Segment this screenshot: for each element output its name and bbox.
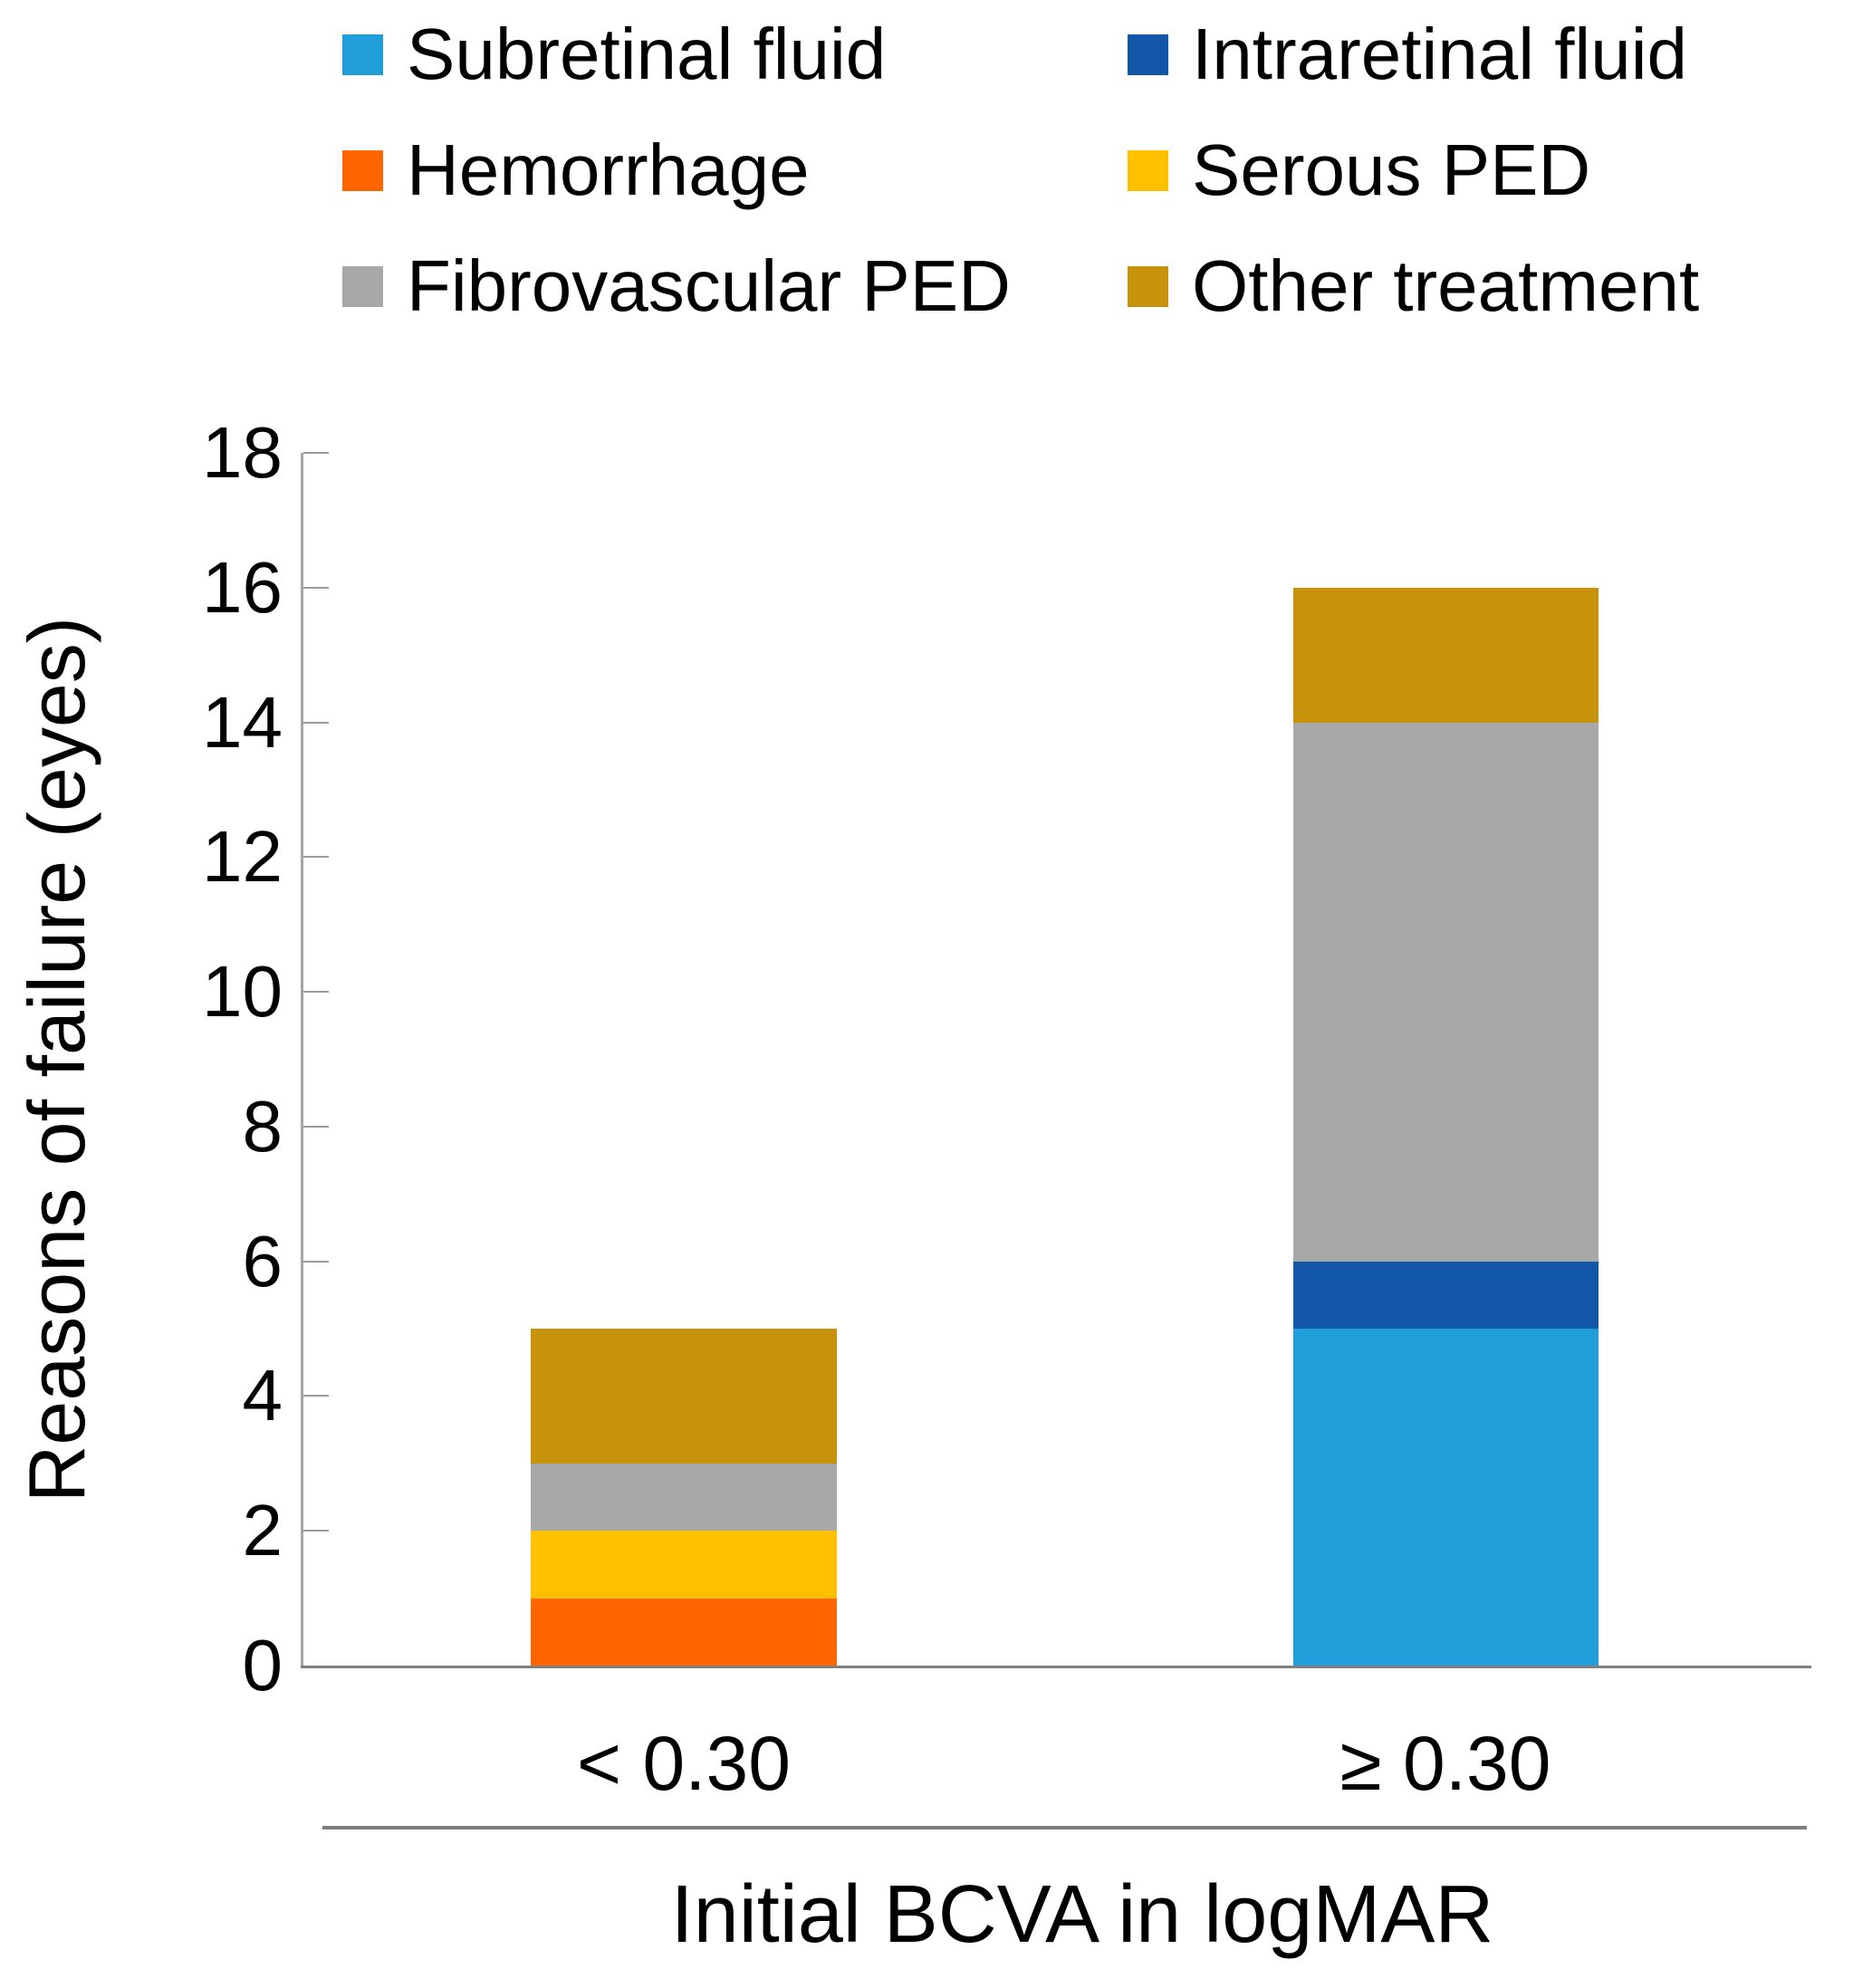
bar-segment: [531, 1463, 837, 1532]
y-tick-label: 14: [202, 681, 283, 763]
legend-label: Intraretinal fluid: [1192, 14, 1687, 94]
legend-item-fibrovascular-ped: Fibrovascular PED: [342, 244, 1128, 329]
legend-item-other-treatment: Other treatment: [1128, 244, 1699, 329]
legend-label: Subretinal fluid: [407, 14, 887, 94]
y-tick-label: 18: [202, 412, 283, 493]
legend-label: Hemorrhage: [407, 130, 810, 210]
y-tick-label: 0: [242, 1625, 283, 1705]
x-axis-title: Initial BCVA in logMAR: [670, 1869, 1494, 1960]
bar-segment: [1293, 1329, 1599, 1666]
y-tick-mark: [303, 1125, 329, 1128]
bar-segment: [1293, 587, 1599, 723]
y-tick-mark: [303, 452, 329, 454]
bar-segment: [1293, 722, 1599, 1262]
y-axis-title: Reasons of failure (eyes): [12, 616, 101, 1503]
y-tick-label: 4: [242, 1355, 283, 1436]
legend-swatch-intraretinal-fluid-icon: [1128, 34, 1168, 75]
bar-segment: [1293, 1261, 1599, 1330]
legend-swatch-other-treatment-icon: [1128, 265, 1168, 307]
y-tick-mark: [303, 1260, 329, 1263]
legend-swatch-hemorrhage-icon: [342, 149, 383, 191]
y-tick-mark: [303, 991, 329, 994]
legend-item-serous-ped: Serous PED: [1128, 128, 1699, 213]
legend-label: Other treatment: [1192, 245, 1700, 326]
y-tick-mark: [303, 1530, 329, 1532]
legend-label: Serous PED: [1192, 130, 1591, 210]
y-tick-label: 2: [242, 1490, 283, 1571]
legend-swatch-serous-ped-icon: [1128, 149, 1168, 191]
y-axis-line: [301, 453, 303, 1668]
y-tick-mark: [303, 856, 329, 859]
y-tick-label: 10: [202, 951, 283, 1032]
legend-item-subretinal-fluid: Subretinal fluid: [342, 12, 1128, 97]
y-tick-label: 6: [242, 1220, 283, 1301]
bar-segment: [531, 1531, 837, 1599]
legend-swatch-fibrovascular-ped-icon: [342, 265, 383, 307]
x-axis-line: [301, 1666, 1811, 1668]
legend-item-intraretinal-fluid: Intraretinal fluid: [1128, 12, 1699, 97]
bar-segment: [531, 1329, 837, 1464]
legend: Subretinal fluid Intraretinal fluid Hemo…: [342, 12, 1699, 329]
y-tick-label: 16: [202, 546, 283, 628]
bar-segment: [531, 1598, 837, 1666]
y-tick-mark: [303, 586, 329, 589]
legend-label: Fibrovascular PED: [407, 245, 1011, 326]
legend-item-hemorrhage: Hemorrhage: [342, 128, 1128, 213]
category-label-ge-030: ≥ 0.30: [1339, 1721, 1551, 1806]
y-tick-mark: [303, 1395, 329, 1397]
y-tick-mark: [303, 721, 329, 724]
category-label-lt-030: < 0.30: [577, 1721, 791, 1806]
y-tick-label: 12: [202, 816, 283, 898]
legend-swatch-subretinal-fluid-icon: [342, 34, 383, 75]
x-axis-separator-line: [322, 1826, 1807, 1830]
y-tick-label: 8: [242, 1085, 283, 1167]
